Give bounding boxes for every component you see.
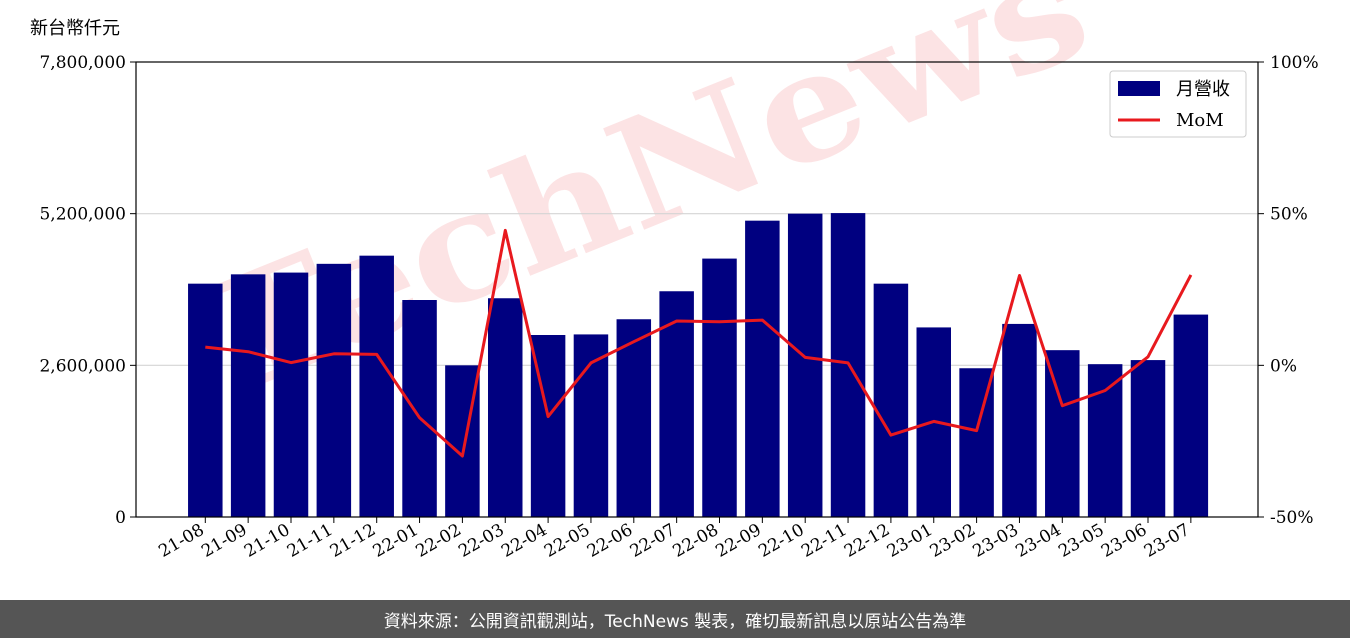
x-tick-label: 22-03 bbox=[455, 520, 507, 562]
x-tick-label: 22-06 bbox=[584, 520, 636, 562]
y-right-tick-label: -50% bbox=[1270, 508, 1314, 528]
x-tick-label: 23-03 bbox=[970, 520, 1022, 562]
y-right-tick-label: 50% bbox=[1270, 205, 1308, 225]
y-left-label: 新台幣仟元 bbox=[30, 18, 120, 39]
bar-21-11 bbox=[316, 263, 352, 517]
legend: 月營收 MoM bbox=[1109, 70, 1247, 138]
x-tick-label: 22-12 bbox=[841, 520, 893, 562]
source-note: 資料來源：公開資訊觀測站，TechNews 製表，確切最新訊息以原站公告為準 bbox=[383, 611, 967, 632]
revenue-chart: 新台幣仟元 TechNews 02,600,0005,200,0007,800,… bbox=[30, 0, 1319, 562]
revenue-bars bbox=[188, 213, 1209, 518]
source-footer: 資料來源：公開資訊觀測站，TechNews 製表，確切最新訊息以原站公告為準 bbox=[0, 600, 1350, 638]
y-left-axis: 0 2,600,000 5,200,000 7,800,000 bbox=[39, 53, 136, 528]
bar-23-06 bbox=[1130, 360, 1166, 517]
x-tick-label: 22-09 bbox=[712, 520, 764, 562]
bar-21-12 bbox=[359, 255, 394, 517]
x-tick-label: 21-12 bbox=[327, 520, 379, 562]
x-axis: 21-0821-0921-1021-1121-1222-0122-0222-03… bbox=[155, 517, 1193, 562]
legend-label-revenue: 月營收 bbox=[1176, 79, 1230, 100]
x-tick-label: 21-10 bbox=[241, 520, 293, 562]
x-tick-label: 23-07 bbox=[1141, 520, 1193, 562]
y-left-tick-label: 7,800,000 bbox=[39, 53, 126, 73]
x-tick-label: 23-02 bbox=[927, 520, 979, 562]
bar-21-10 bbox=[273, 272, 309, 517]
x-tick-label: 22-02 bbox=[412, 520, 464, 562]
legend-bar-swatch bbox=[1118, 81, 1160, 96]
y-left-tick-label: 2,600,000 bbox=[39, 356, 126, 376]
x-tick-label: 22-01 bbox=[370, 520, 422, 562]
y-left-tick-label: 0 bbox=[115, 508, 126, 528]
x-tick-label: 22-11 bbox=[798, 520, 850, 562]
bar-22-12 bbox=[873, 283, 909, 517]
bar-22-06 bbox=[616, 319, 652, 517]
x-tick-label: 21-11 bbox=[284, 520, 336, 562]
plot-frame bbox=[135, 61, 1259, 518]
bar-23-04 bbox=[1045, 350, 1080, 517]
x-tick-label: 23-01 bbox=[884, 520, 936, 562]
y-left-tick-label: 5,200,000 bbox=[39, 205, 126, 225]
x-tick-label: 22-07 bbox=[627, 520, 679, 562]
bar-22-01 bbox=[402, 300, 437, 517]
bar-22-07 bbox=[659, 291, 694, 517]
x-tick-label: 22-10 bbox=[755, 520, 807, 562]
bar-21-08 bbox=[188, 283, 223, 517]
x-tick-label: 23-05 bbox=[1055, 520, 1107, 562]
y-right-tick-label: 0% bbox=[1270, 356, 1297, 376]
bar-23-07 bbox=[1173, 314, 1209, 517]
x-tick-label: 23-06 bbox=[1098, 520, 1150, 562]
y-right-axis: -50% 0% 50% 100% bbox=[1258, 53, 1319, 528]
bar-22-09 bbox=[745, 220, 780, 517]
legend-label-mom: MoM bbox=[1176, 110, 1224, 131]
x-tick-label: 22-04 bbox=[498, 520, 550, 562]
y-right-tick-label: 100% bbox=[1270, 53, 1319, 73]
x-tick-label: 23-04 bbox=[1012, 520, 1064, 562]
x-tick-label: 21-08 bbox=[155, 520, 207, 562]
bar-22-10 bbox=[787, 213, 823, 517]
x-tick-label: 22-08 bbox=[670, 520, 722, 562]
x-tick-label: 22-05 bbox=[541, 520, 593, 562]
bar-22-03 bbox=[488, 298, 523, 517]
x-tick-label: 21-09 bbox=[198, 520, 250, 562]
bar-23-05 bbox=[1087, 364, 1123, 517]
bar-22-08 bbox=[702, 258, 737, 517]
mom-line bbox=[205, 228, 1193, 458]
bar-21-09 bbox=[230, 274, 266, 517]
bar-23-03 bbox=[1002, 323, 1037, 517]
